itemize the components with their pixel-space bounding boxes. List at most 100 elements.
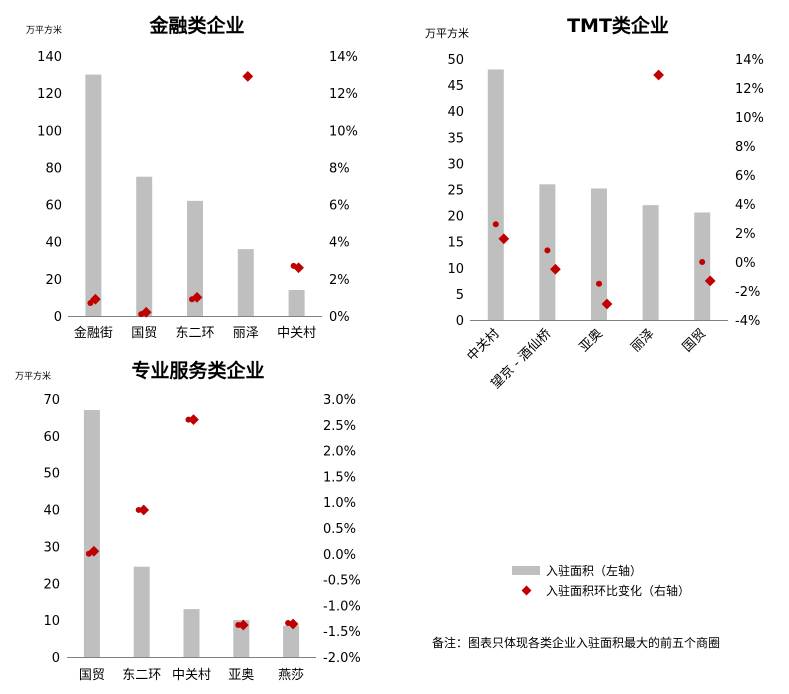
- left-tick-label: 60: [43, 430, 60, 445]
- left-tick-label: 20: [447, 210, 464, 225]
- bar: [136, 176, 153, 316]
- right-tick-label: 2%: [329, 273, 350, 288]
- right-tick-label: 6%: [735, 169, 756, 184]
- right-tick-label: 14%: [735, 53, 764, 68]
- left-tick-label: 50: [43, 467, 60, 482]
- category-label: 燕莎: [278, 668, 304, 683]
- right-tick-label: 4%: [735, 198, 756, 213]
- left-axis-unit: 万平方米: [425, 26, 469, 40]
- bar: [642, 205, 659, 320]
- right-tick-label: 1.0%: [323, 496, 356, 511]
- bar: [288, 290, 305, 316]
- right-tick-label: 1.5%: [323, 470, 356, 485]
- left-tick-label: 5: [456, 288, 464, 303]
- diamond-marker: [191, 292, 203, 303]
- right-tick-label: -1.0%: [323, 599, 361, 614]
- right-tick-label: 2.0%: [323, 445, 356, 460]
- diamond-marker: [550, 263, 561, 275]
- category-label: 东二环: [122, 668, 161, 683]
- dot-marker: [87, 300, 94, 306]
- dot-marker: [492, 221, 499, 228]
- right-tick-label: -1.5%: [323, 625, 361, 640]
- right-tick-label: -2%: [735, 285, 760, 300]
- legend-item-marker: 入驻面积环比变化（右轴）: [512, 580, 690, 600]
- category-label: 金融街: [74, 325, 113, 341]
- left-tick-label: 60: [45, 199, 62, 214]
- chart-title: 专业服务类企业: [131, 359, 264, 382]
- left-tick-label: 45: [447, 79, 464, 94]
- category-label: 丽泽: [233, 326, 259, 341]
- category-label: 国贸: [131, 326, 157, 341]
- dot-marker: [544, 247, 551, 254]
- left-tick-label: 40: [45, 236, 62, 251]
- left-tick-label: 20: [45, 273, 62, 288]
- bar: [283, 625, 300, 657]
- right-tick-label: 8%: [329, 161, 350, 176]
- left-tick-label: 40: [43, 504, 60, 519]
- left-tick-label: 50: [447, 53, 464, 68]
- bar: [85, 74, 102, 316]
- dot-marker: [699, 259, 706, 265]
- left-tick-label: 0: [52, 651, 60, 666]
- left-tick-label: 30: [43, 540, 60, 555]
- right-tick-label: 2%: [735, 227, 756, 242]
- chart-title: TMT类企业: [567, 14, 669, 37]
- category-label: 中关村: [172, 668, 211, 683]
- right-tick-label: 12%: [735, 82, 764, 97]
- left-tick-label: 35: [447, 131, 464, 146]
- category-label: 中关村: [277, 326, 316, 341]
- right-tick-label: -2.0%: [323, 651, 361, 666]
- legend-bar-swatch: [512, 565, 540, 575]
- diamond-marker: [498, 233, 510, 245]
- diamond-marker: [138, 504, 150, 516]
- right-tick-label: -0.5%: [323, 574, 361, 589]
- diamond-marker: [242, 71, 254, 82]
- left-tick-label: 40: [447, 105, 464, 120]
- right-tick-label: 0%: [735, 256, 756, 271]
- category-label: 东二环: [175, 326, 214, 341]
- left-axis-unit: 万平方米: [15, 370, 51, 382]
- right-tick-label: 12%: [329, 87, 358, 102]
- right-tick-label: 2.5%: [323, 419, 356, 434]
- legend-marker-swatch: [512, 585, 540, 595]
- category-label: 国贸: [79, 668, 105, 683]
- right-tick-label: 10%: [735, 111, 764, 126]
- dot-marker: [596, 280, 602, 287]
- bar: [237, 249, 254, 316]
- right-tick-label: 4%: [329, 236, 350, 251]
- legend-bar-label: 入驻面积（左轴）: [546, 563, 643, 578]
- left-tick-label: 10: [43, 614, 60, 629]
- diamond-marker: [653, 69, 664, 81]
- diamond-marker: [293, 262, 304, 274]
- legend-item-bar: 入驻面积（左轴）: [512, 560, 690, 580]
- right-tick-label: 0.5%: [323, 522, 356, 537]
- diamond-marker: [188, 414, 199, 426]
- left-tick-label: 100: [37, 124, 62, 139]
- bar: [694, 212, 711, 320]
- left-tick-label: 0: [54, 310, 62, 325]
- right-tick-label: -4%: [735, 314, 760, 329]
- chart-title: 金融类企业: [148, 14, 244, 37]
- left-tick-label: 20: [43, 577, 60, 592]
- left-tick-label: 80: [45, 161, 62, 176]
- right-tick-label: 6%: [329, 199, 350, 214]
- right-tick-label: 10%: [329, 124, 358, 139]
- right-tick-label: 8%: [735, 140, 756, 155]
- diamond-marker: [140, 306, 152, 318]
- legend-marker-label: 入驻面积环比变化（右轴）: [546, 583, 691, 598]
- bar: [133, 566, 150, 657]
- footnote: 备注：图表只体现各类企业入驻面积最大的前五个商圈: [432, 636, 721, 650]
- bar: [83, 410, 100, 657]
- category-label: 亚奥: [577, 326, 606, 355]
- bar: [487, 69, 504, 320]
- bar: [233, 620, 250, 657]
- right-tick-label: 14%: [329, 50, 358, 65]
- diamond-marker: [601, 298, 613, 310]
- diamond-marker: [237, 619, 249, 631]
- right-tick-label: 0%: [329, 310, 350, 325]
- category-label: 国贸: [680, 326, 709, 355]
- bar: [591, 188, 607, 320]
- left-tick-label: 140: [37, 50, 62, 65]
- category-label: 中关村: [464, 326, 502, 364]
